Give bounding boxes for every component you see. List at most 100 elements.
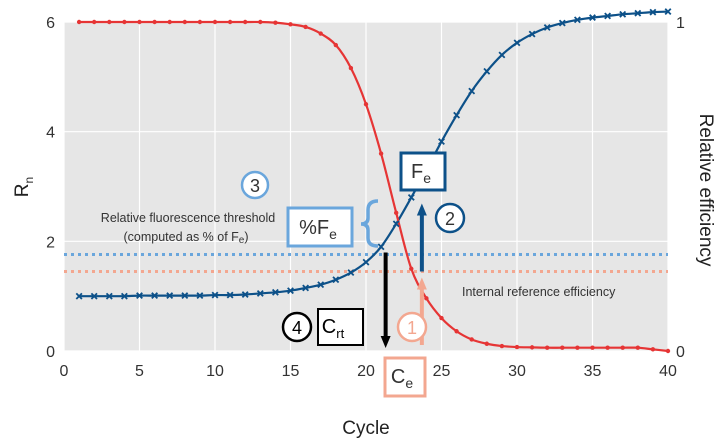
series-0-point-22 xyxy=(407,194,415,201)
series-0-point-12-stroke-1 xyxy=(256,289,264,297)
annotation-3-label: %Fe xyxy=(299,217,337,242)
series-lines xyxy=(79,10,669,353)
series-0-point-11-stroke-1 xyxy=(241,291,249,298)
series-0-point-32-stroke-1 xyxy=(558,19,566,27)
series-0-point-27-stroke-1 xyxy=(483,67,491,75)
series-0-point-6-stroke-1 xyxy=(166,292,174,300)
series-0-point-38 xyxy=(649,8,657,16)
x-tick-label-6: 30 xyxy=(508,363,526,380)
series-0-point-35 xyxy=(604,12,612,20)
annotation-1-label: Ce xyxy=(391,366,413,391)
series-0-point-31-stroke-1 xyxy=(543,24,551,31)
fluorescence-threshold-label: Relative fluorescence threshold xyxy=(101,211,275,225)
series-1-point-19 xyxy=(363,102,369,107)
series-0-point-29-stroke-1 xyxy=(513,39,521,47)
series-0-point-3-stroke-1 xyxy=(120,292,128,300)
series-1-point-28 xyxy=(499,343,505,349)
series-1-point-9 xyxy=(212,19,218,25)
series-1-point-14 xyxy=(288,22,293,27)
y-left-tick-label-1: 2 xyxy=(46,234,55,251)
series-1-point-3 xyxy=(122,19,127,25)
series-1-point-12 xyxy=(258,19,263,25)
series-0-point-5-stroke-1 xyxy=(151,292,159,300)
series-1-point-22 xyxy=(409,266,414,271)
series-0-point-14-stroke-1 xyxy=(287,287,294,295)
series-1-point-7 xyxy=(182,19,187,25)
series-markers xyxy=(75,8,672,354)
series-0-point-4 xyxy=(136,292,143,300)
x-tick-label-5: 25 xyxy=(433,363,451,380)
series-1-point-36 xyxy=(620,345,625,350)
series-0-point-14 xyxy=(287,287,294,295)
series-0-point-9 xyxy=(211,291,219,299)
series-0-point-26 xyxy=(468,87,476,95)
annotation-3-circle xyxy=(240,170,270,200)
x-tick-label-2: 10 xyxy=(206,363,224,380)
series-0-point-10-stroke-1 xyxy=(226,291,234,299)
series-0-point-21-stroke-1 xyxy=(392,220,400,228)
series-1-point-35 xyxy=(605,345,610,350)
y-right-tick-label-0: 0 xyxy=(676,344,685,361)
series-1-point-33 xyxy=(575,345,580,350)
series-0-point-0-stroke-1 xyxy=(75,292,83,300)
series-1-point-6 xyxy=(167,19,172,25)
series-0-point-26-stroke-1 xyxy=(468,87,476,95)
series-1-point-18 xyxy=(348,65,354,71)
series-0-point-10 xyxy=(226,291,234,299)
series-0-point-24 xyxy=(438,138,445,145)
series-0-point-34 xyxy=(589,14,596,22)
series-1-point-16 xyxy=(318,31,323,36)
series-0-point-7-stroke-1 xyxy=(181,292,189,300)
series-1-point-29 xyxy=(514,344,520,350)
series-0-point-1 xyxy=(90,292,98,300)
series-0-line xyxy=(79,10,669,298)
series-0-point-29 xyxy=(513,39,521,47)
annotation-1-number: 1 xyxy=(407,318,417,338)
series-0-point-33 xyxy=(573,16,581,24)
series-1-point-37 xyxy=(635,345,640,350)
series-0-point-16 xyxy=(317,281,325,289)
series-0-point-39-stroke-1 xyxy=(664,8,672,16)
series-1-point-1 xyxy=(92,19,97,25)
series-1-point-23 xyxy=(424,296,429,301)
annotation-1-circle xyxy=(396,311,428,343)
annotation-2-number: 2 xyxy=(445,209,455,229)
series-0-point-8 xyxy=(196,292,204,300)
series-1-point-32 xyxy=(560,345,565,350)
series-0-point-16-stroke-1 xyxy=(317,281,325,289)
y-right-axis-label: Relative efficiency xyxy=(695,114,715,267)
series-0-point-39 xyxy=(664,8,672,16)
series-0-point-18-stroke-1 xyxy=(347,269,355,277)
series-0-point-17-stroke-1 xyxy=(332,276,340,284)
reference-efficiency-label: Internal reference efficiency xyxy=(462,285,616,299)
series-0-point-19 xyxy=(362,258,370,266)
series-0-point-6 xyxy=(166,292,174,300)
series-1-point-2 xyxy=(107,19,112,25)
series-1-point-10 xyxy=(227,19,233,25)
annotation-4-circle xyxy=(281,311,313,343)
annotation-2-circle xyxy=(434,202,466,234)
annotation-4-box xyxy=(317,308,364,346)
x-tick-labels: 0 5 10 15 20 25 30 35 40 xyxy=(60,363,677,380)
series-1-point-25 xyxy=(454,329,459,334)
series-1-point-0 xyxy=(76,19,82,25)
series-1-point-26 xyxy=(469,337,474,342)
series-1-point-13 xyxy=(273,20,278,25)
series-0-point-13 xyxy=(271,288,279,296)
series-0-point-18 xyxy=(347,269,355,277)
series-0-point-33-stroke-1 xyxy=(573,16,581,24)
x-tick-label-1: 5 xyxy=(135,363,144,380)
series-0-point-3 xyxy=(120,292,128,300)
series-0-point-4-stroke-1 xyxy=(136,292,143,300)
series-0-point-13-stroke-1 xyxy=(271,288,279,296)
series-0-point-11 xyxy=(241,291,249,298)
annotation-2-label: Fe xyxy=(411,161,431,186)
series-1-point-17 xyxy=(333,42,338,48)
series-0-point-25-stroke-1 xyxy=(453,111,461,119)
series-0-point-12 xyxy=(256,289,264,297)
percent-fe-brace xyxy=(360,199,379,248)
grid xyxy=(63,21,669,352)
series-0-point-37 xyxy=(634,9,642,17)
x-tick-label-7: 35 xyxy=(584,363,602,380)
series-1-point-15 xyxy=(303,24,308,30)
